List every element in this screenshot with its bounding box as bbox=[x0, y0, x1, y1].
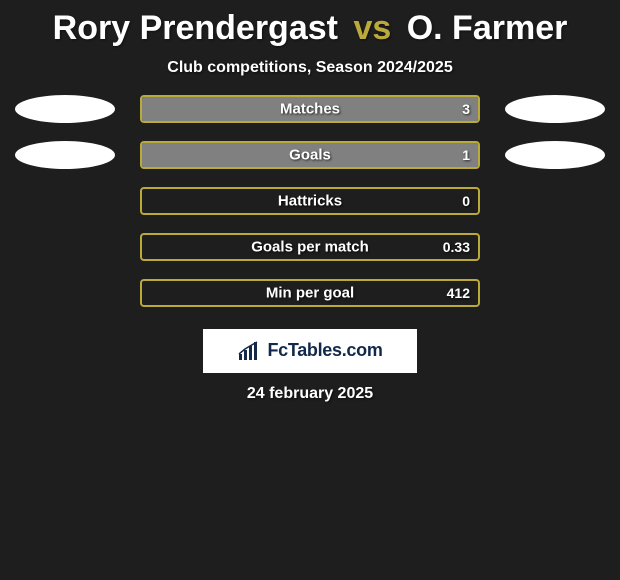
stat-value-right: 0.33 bbox=[443, 239, 470, 255]
player1-name: Rory Prendergast bbox=[53, 9, 338, 47]
player-avatar-right bbox=[505, 95, 605, 123]
stat-value-right: 3 bbox=[462, 101, 470, 117]
stat-bar: Hattricks 0 bbox=[140, 187, 480, 215]
avatar-slot-right bbox=[500, 95, 610, 123]
avatar-slot-right bbox=[500, 141, 610, 169]
avatar-slot-left bbox=[10, 95, 120, 123]
stat-row: Hattricks 0 bbox=[10, 187, 610, 215]
fctables-logo: FcTables.com bbox=[203, 329, 417, 373]
stat-label: Goals bbox=[289, 146, 331, 163]
vs-text: vs bbox=[353, 9, 391, 47]
player-avatar-left bbox=[15, 95, 115, 123]
logo-text: FcTables.com bbox=[267, 340, 382, 361]
bars-chart-icon bbox=[237, 340, 263, 362]
stat-label: Matches bbox=[280, 100, 340, 117]
stat-bar: Goals per match 0.33 bbox=[140, 233, 480, 261]
stats-container: Matches 3 Goals 1 Hattricks 0 Goals per match 0… bbox=[0, 95, 620, 307]
stat-label: Hattricks bbox=[278, 192, 342, 209]
stat-label: Min per goal bbox=[266, 284, 354, 301]
stat-row: Goals 1 bbox=[10, 141, 610, 169]
stat-label: Goals per match bbox=[251, 238, 369, 255]
stat-value-right: 412 bbox=[447, 285, 470, 301]
date-label: 24 february 2025 bbox=[0, 385, 620, 403]
stat-row: Matches 3 bbox=[10, 95, 610, 123]
avatar-slot-left bbox=[10, 141, 120, 169]
stat-bar: Goals 1 bbox=[140, 141, 480, 169]
stat-row: Goals per match 0.33 bbox=[10, 233, 610, 261]
player-avatar-left bbox=[15, 141, 115, 169]
stat-value-right: 1 bbox=[462, 147, 470, 163]
stat-value-right: 0 bbox=[462, 193, 470, 209]
player-avatar-right bbox=[505, 141, 605, 169]
player2-name: O. Farmer bbox=[407, 9, 568, 47]
stat-bar: Min per goal 412 bbox=[140, 279, 480, 307]
stat-bar: Matches 3 bbox=[140, 95, 480, 123]
subtitle: Club competitions, Season 2024/2025 bbox=[0, 59, 620, 77]
stat-row: Min per goal 412 bbox=[10, 279, 610, 307]
comparison-title: Rory Prendergast vs O. Farmer bbox=[0, 0, 620, 53]
